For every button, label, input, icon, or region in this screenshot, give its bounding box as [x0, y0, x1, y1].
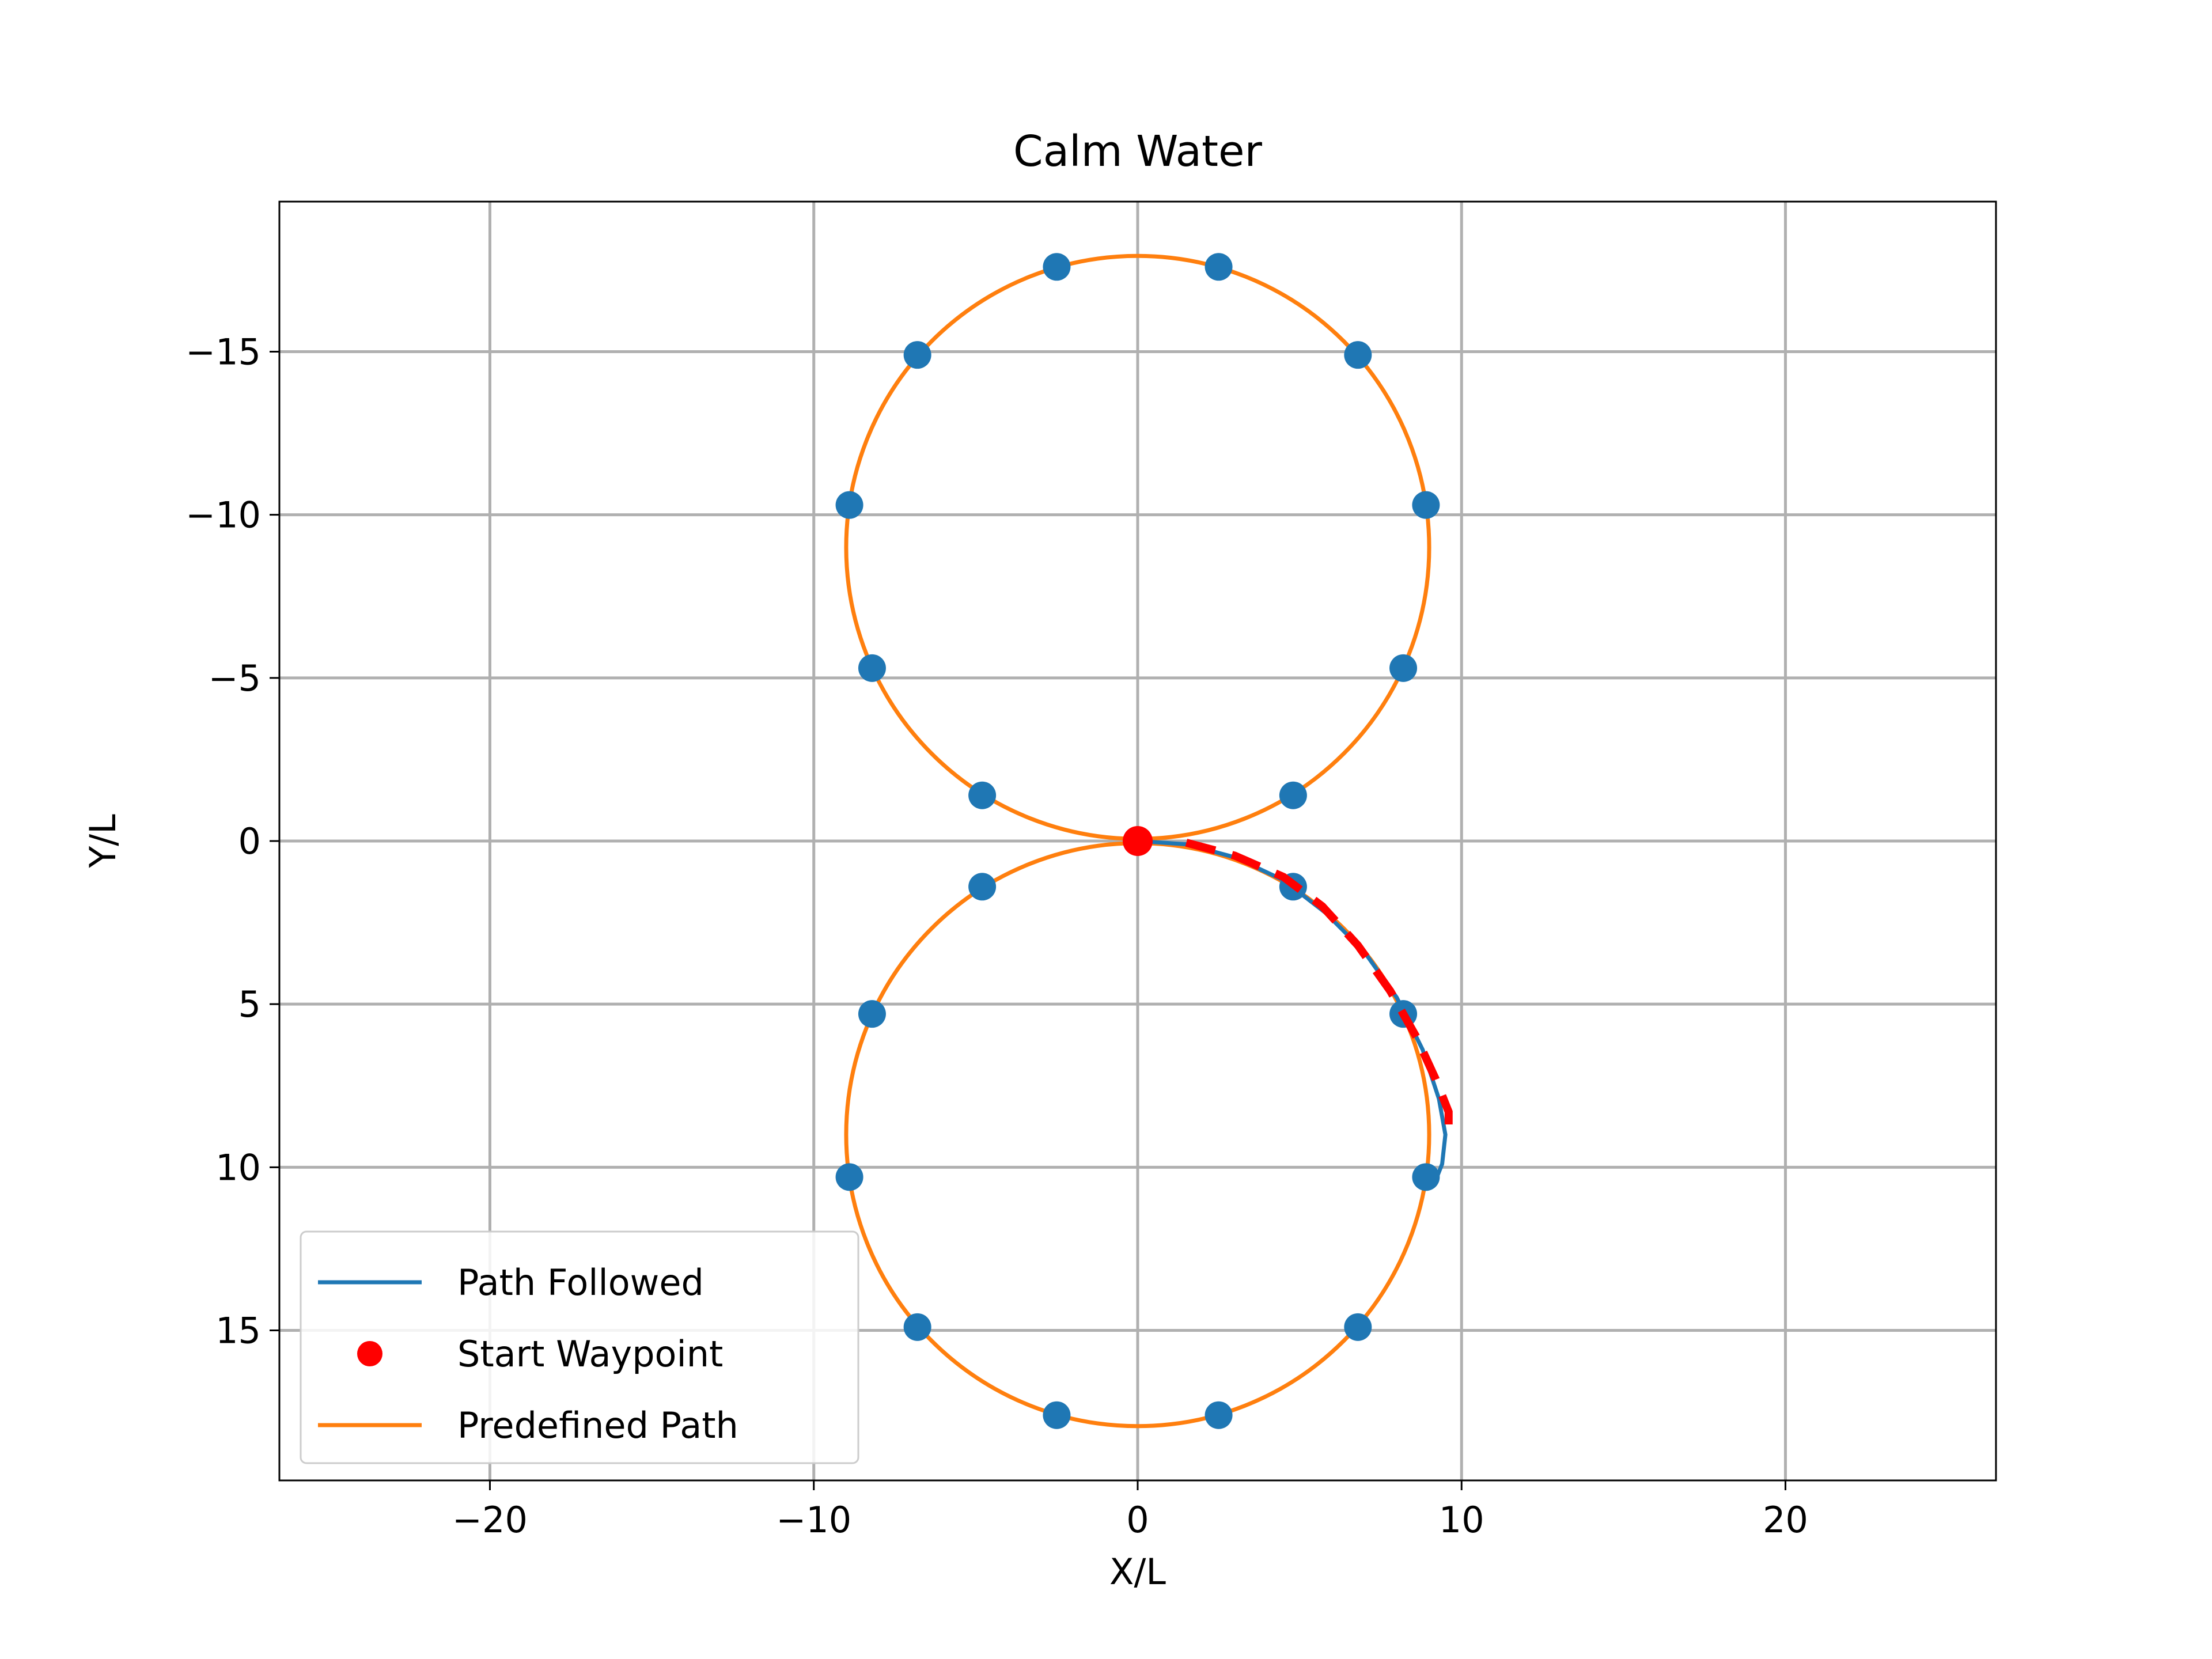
y-tick-label: 0	[238, 820, 261, 862]
waypoint-marker	[835, 1163, 863, 1191]
y-tick-label: 10	[215, 1146, 261, 1188]
waypoint-marker	[903, 341, 931, 369]
start-waypoint-marker	[1123, 826, 1153, 856]
waypoint-marker	[835, 491, 863, 519]
x-tick-label: 20	[1763, 1499, 1808, 1541]
waypoint-marker	[858, 654, 886, 682]
ticks: −20 −10 0 10 20 −15 −10 −5 0 5 10 15	[185, 331, 1808, 1541]
waypoint-marker	[1205, 253, 1233, 281]
legend-swatch-start-waypoint	[357, 1341, 382, 1366]
plot-area	[835, 253, 1453, 1429]
y-axis-label: Y/L	[82, 814, 124, 869]
waypoint-marker	[1205, 1401, 1233, 1429]
legend: Path Followed Start Waypoint Predefined …	[300, 1230, 859, 1464]
legend-box	[300, 1230, 859, 1464]
waypoint-marker	[968, 873, 997, 901]
waypoint-marker	[1043, 1401, 1071, 1429]
chart-title: Calm Water	[1013, 127, 1263, 176]
x-axis-label: X/L	[1109, 1551, 1166, 1593]
waypoint-marker	[1412, 1163, 1440, 1191]
waypoint-marker	[1389, 654, 1418, 682]
waypoint-marker	[1412, 491, 1440, 519]
waypoint-marker	[903, 1313, 931, 1341]
x-tick-label: −10	[776, 1499, 851, 1541]
waypoint-marker	[1344, 1313, 1372, 1341]
x-tick-label: 10	[1439, 1499, 1484, 1541]
waypoint-marker	[1344, 341, 1372, 369]
waypoint-marker	[1279, 781, 1307, 809]
y-tick-label: 5	[238, 983, 261, 1025]
legend-entry-path-followed: Path Followed	[457, 1262, 704, 1304]
legend-entry-predefined-path: Predefined Path	[457, 1404, 738, 1446]
waypoint-marker	[968, 781, 997, 809]
waypoint-marker	[858, 1000, 886, 1028]
y-tick-label: −5	[209, 657, 261, 699]
y-tick-label: 15	[215, 1309, 261, 1351]
y-tick-label: −15	[185, 331, 261, 373]
tracking-dash-line	[1185, 839, 1453, 1138]
x-tick-label: 0	[1126, 1499, 1149, 1541]
y-tick-label: −10	[185, 494, 261, 536]
waypoint-marker	[1043, 253, 1071, 281]
x-tick-label: −20	[452, 1499, 528, 1541]
legend-entry-start-waypoint: Start Waypoint	[457, 1333, 723, 1375]
